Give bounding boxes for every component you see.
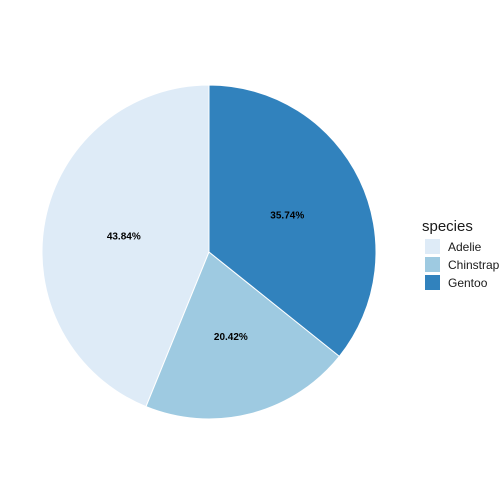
pie-slice-chinstrap [145, 251, 341, 420]
legend-item-gentoo: Gentoo [425, 275, 488, 290]
legend-swatch-adelie [425, 239, 440, 254]
legend-item-adelie: Adelie [425, 239, 482, 254]
slice-label-chinstrap: 20.42% [214, 332, 248, 343]
legend: species Adelie Chinstrap Gentoo [422, 218, 500, 290]
legend-items: Adelie Chinstrap Gentoo [425, 239, 500, 290]
legend-label-adelie: Adelie [448, 240, 482, 254]
pie-slice-adelie [41, 84, 210, 408]
legend-swatch-gentoo [425, 275, 440, 290]
legend-title: species [422, 218, 473, 235]
legend-swatch-chinstrap [425, 257, 440, 272]
slice-label-adelie: 43.84% [107, 231, 141, 242]
pie-slice-gentoo [208, 84, 377, 358]
pie-slices [41, 84, 377, 420]
pie-slice-labels: 43.84% 20.42% 35.74% [107, 210, 305, 343]
legend-label-gentoo: Gentoo [448, 276, 488, 290]
slice-label-gentoo: 35.74% [270, 210, 304, 221]
legend-label-chinstrap: Chinstrap [448, 258, 500, 272]
legend-item-chinstrap: Chinstrap [425, 257, 500, 272]
